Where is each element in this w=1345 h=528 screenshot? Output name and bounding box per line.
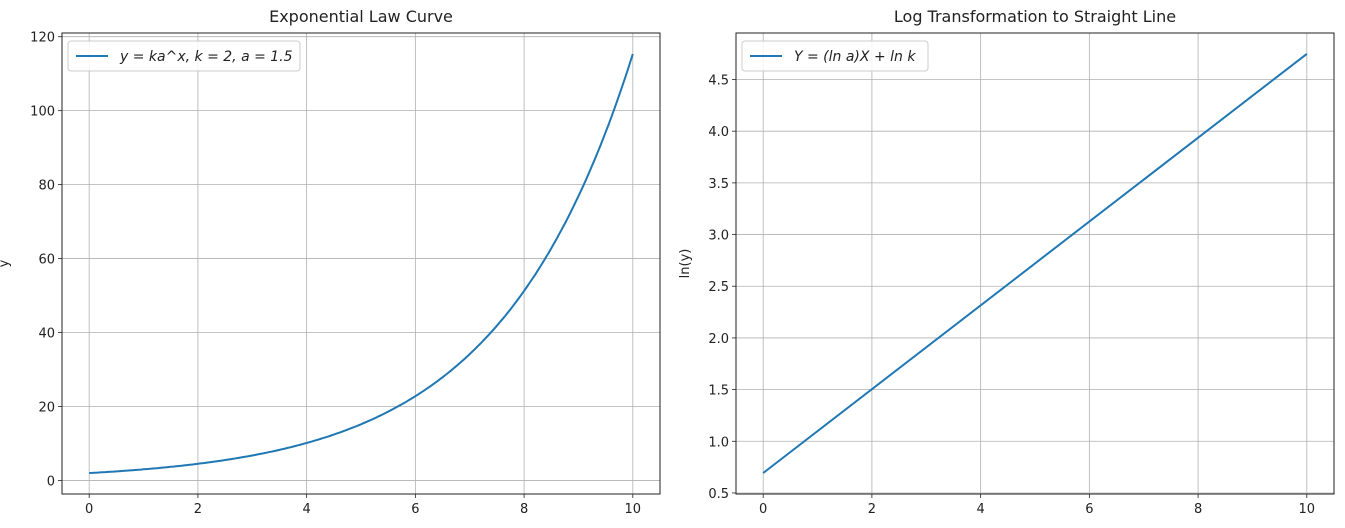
x-tick-label: 4 [302, 502, 310, 517]
y-tick-label: 1.0 [708, 435, 729, 450]
y-tick-label: 40 [38, 327, 55, 342]
y-tick-label: 2.5 [708, 280, 729, 295]
y-tick-label: 4.5 [708, 74, 729, 89]
series-line [89, 53, 634, 474]
y-tick-label: 1.5 [708, 384, 729, 399]
x-tick-label: 4 [976, 502, 984, 517]
x-tick-label: 2 [194, 502, 202, 517]
y-tick-label: 60 [38, 253, 55, 268]
x-tick-label: 10 [1299, 502, 1316, 517]
y-tick-label: 4.0 [708, 125, 729, 140]
y-axis-label: y [0, 259, 12, 267]
x-tick-label: 6 [1085, 502, 1093, 517]
x-tick-label: 2 [868, 502, 876, 517]
y-tick-label: 3.5 [708, 177, 729, 192]
x-tick-label: 6 [411, 502, 419, 517]
axes-frame [61, 32, 661, 495]
y-tick-label: 100 [30, 105, 55, 120]
y-tick-label: 0.5 [708, 487, 729, 502]
y-tick-label: 80 [38, 179, 55, 194]
x-tick-label: 0 [759, 502, 767, 517]
legend-label: y = ka^x, k = 2, a = 1.5 [119, 49, 293, 65]
x-tick-label: 0 [85, 502, 93, 517]
axes-frame [735, 32, 1335, 495]
y-tick-label: 120 [30, 31, 55, 46]
y-tick-label: 3.0 [708, 229, 729, 244]
x-tick-label: 10 [625, 502, 642, 517]
y-axis-label: ln(y) [678, 249, 693, 279]
series-line [762, 53, 1308, 474]
y-tick-label: 0 [47, 474, 55, 489]
x-tick-label: 8 [1194, 502, 1202, 517]
subplot-2: 0 2 4 6 8 10 0.5 1.0 1.5 2.0 2.5 3.0 3.5 4.0 4.5 Log Tr… [678, 7, 1335, 517]
legend-label: Y = (ln a)X + ln k [794, 49, 916, 65]
chart-title: Log Transformation to Straight Line [894, 7, 1176, 26]
legend-box [67, 40, 301, 72]
x-tick-label: 8 [520, 502, 528, 517]
y-tick-label: 2.0 [708, 332, 729, 347]
y-tick-label: 20 [38, 400, 55, 415]
legend-box [741, 40, 929, 72]
chart-title: Exponential Law Curve [269, 7, 453, 26]
